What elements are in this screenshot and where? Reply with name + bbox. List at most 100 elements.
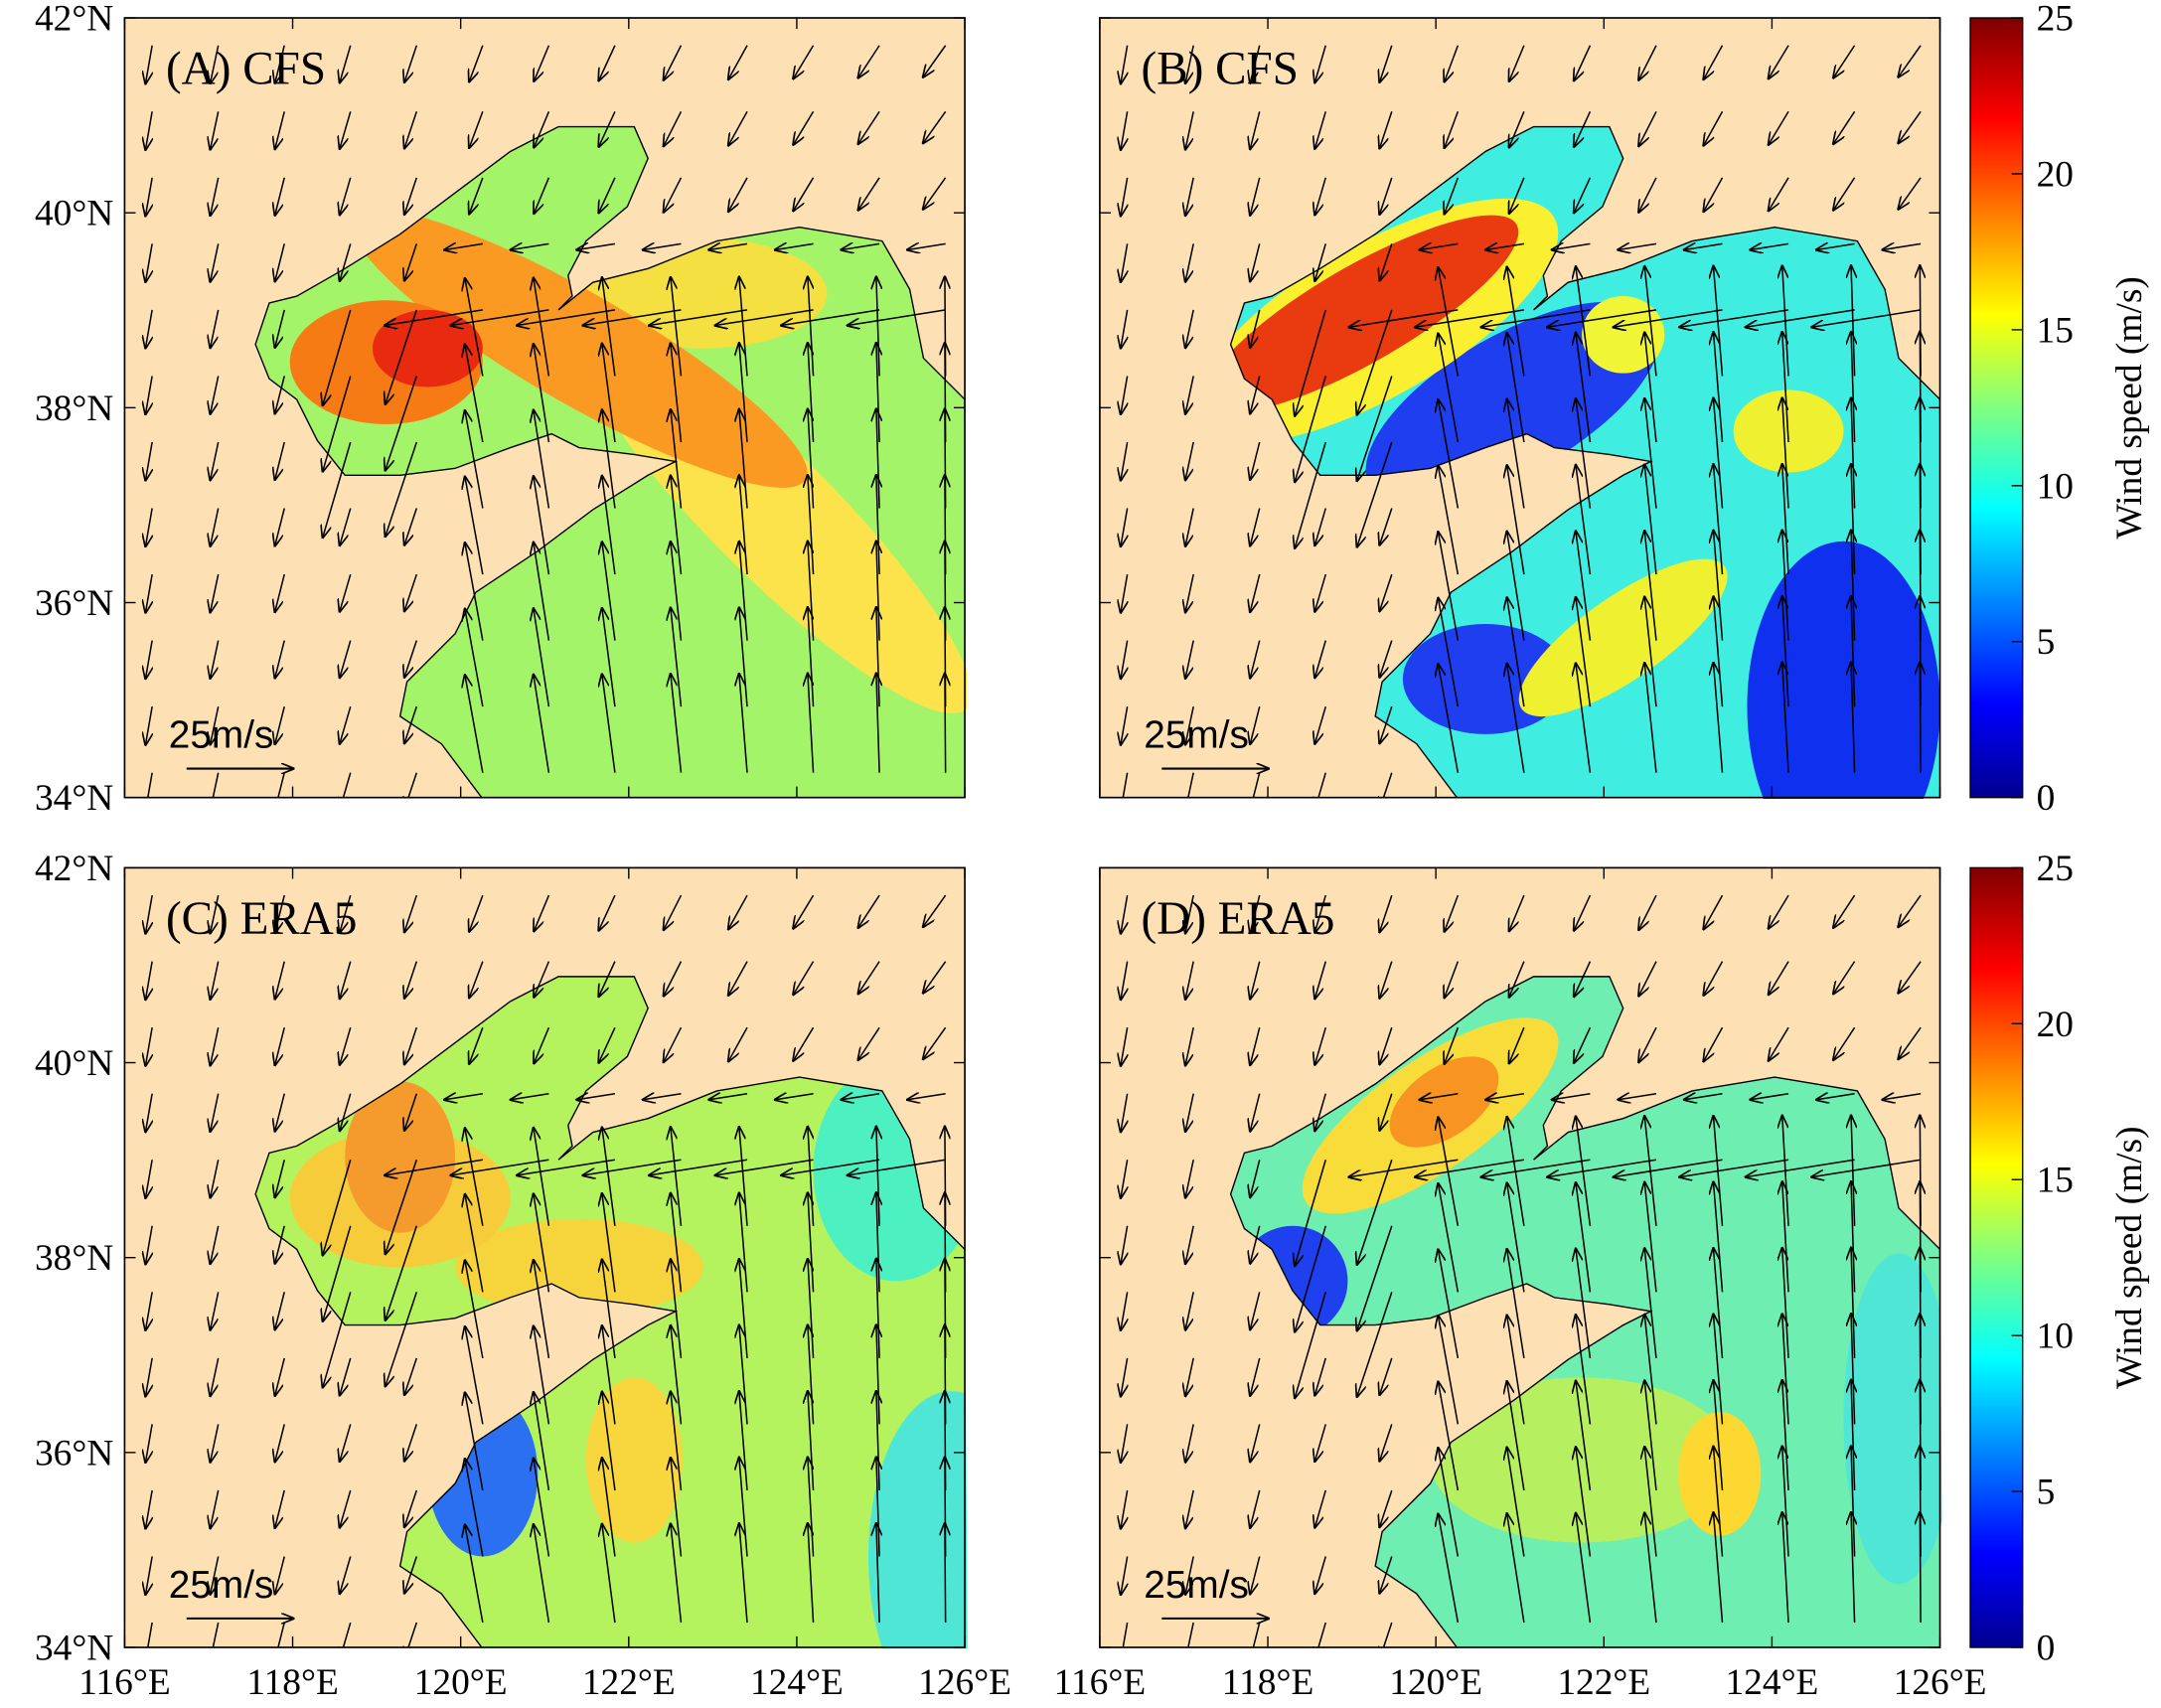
wind-arrow <box>1314 573 1326 611</box>
coastline <box>1229 976 1940 1648</box>
wind-arrow <box>1812 309 1922 327</box>
wind-arrow <box>671 1325 683 1425</box>
wind-arrow <box>1250 1357 1261 1396</box>
y-tick-label: 34°N <box>35 778 113 819</box>
wind-arrow <box>340 111 352 148</box>
wind-arrow <box>1438 598 1460 707</box>
wind-arrow <box>386 376 418 470</box>
wind-arrow <box>1314 1093 1326 1131</box>
wind-arrow <box>1576 532 1592 641</box>
wind-arrow <box>211 441 220 480</box>
wind-arrow <box>1899 894 1922 927</box>
wind-arrow <box>876 1523 879 1624</box>
panel-label: (A) CFS <box>166 44 326 95</box>
wind-arrow <box>1509 961 1525 998</box>
wind-arrow <box>1704 894 1724 929</box>
wind-arrow <box>323 376 352 471</box>
wind-arrow <box>775 1094 814 1100</box>
wind-arrow <box>211 961 220 1000</box>
wind-arrow <box>1638 110 1657 146</box>
wind-arrow <box>858 45 880 78</box>
wind-arrow <box>385 309 483 326</box>
x-tick-label: 124°E <box>1725 1662 1818 1703</box>
wind-arrow <box>465 1525 484 1624</box>
wind-arrow <box>1250 1225 1261 1264</box>
wind-arrow <box>739 608 748 707</box>
wind-arrow <box>671 277 683 377</box>
wind-arrow <box>275 573 285 612</box>
colorbar-tick-label: 25 <box>2037 0 2074 39</box>
wind-arrow <box>1574 1026 1592 1062</box>
wind-vectors <box>145 45 946 798</box>
scale-label: 25m/s <box>169 1564 274 1607</box>
wind-arrow <box>404 1489 418 1527</box>
wind-arrow <box>145 376 152 413</box>
wind-arrow <box>1121 243 1128 281</box>
wind-arrow <box>602 608 616 707</box>
wind-arrow <box>1314 1622 1326 1648</box>
wind-arrow <box>1746 1159 1855 1176</box>
wind-arrow <box>517 1159 616 1175</box>
wind-arrow <box>739 344 748 443</box>
wind-arrow <box>1121 573 1128 612</box>
wind-arrow <box>340 1489 352 1527</box>
wind-arrow <box>671 608 683 707</box>
wind-arrow <box>340 1556 352 1594</box>
wind-arrow <box>211 1556 220 1595</box>
speed-contour <box>1747 541 1940 800</box>
wind-arrow <box>1638 45 1657 80</box>
wind-arrow <box>1644 1381 1657 1491</box>
wind-arrow <box>1769 110 1789 144</box>
wind-arrow <box>275 1225 285 1264</box>
wind-arrow <box>1121 894 1128 933</box>
wind-arrow <box>211 376 220 413</box>
wind-arrow <box>739 1325 748 1425</box>
wind-arrow <box>842 243 880 249</box>
wind-arrow <box>848 1159 946 1175</box>
wind-arrow <box>1644 465 1657 575</box>
wind-arrow <box>808 1193 815 1293</box>
wind-arrow <box>1380 177 1393 215</box>
wind-arrow <box>923 961 947 994</box>
wind-arrow <box>649 1159 748 1175</box>
wind-arrow <box>534 675 550 773</box>
wind-arrow <box>1899 110 1922 143</box>
wind-arrow <box>1851 1380 1855 1490</box>
wind-arrow <box>1185 441 1194 480</box>
wind-vectors <box>145 894 947 1648</box>
wind-arrow <box>1644 398 1657 509</box>
wind-arrow <box>275 441 285 480</box>
wind-arrow <box>465 1393 484 1491</box>
wind-arrow <box>534 1260 550 1359</box>
wind-arrow <box>1576 399 1592 509</box>
wind-arrow <box>465 1129 484 1226</box>
wind-arrow <box>1295 441 1326 547</box>
wind-arrow <box>1574 110 1592 146</box>
wind-arrow <box>602 543 616 641</box>
wind-arrow <box>145 1556 152 1595</box>
wind-arrow <box>1619 1094 1657 1100</box>
wind-arrow <box>1185 45 1194 83</box>
wind-arrow <box>876 607 879 707</box>
wind-arrow <box>739 1259 748 1358</box>
wind-arrow <box>1899 45 1922 78</box>
wind-arrow <box>1816 1094 1855 1100</box>
wind-arrow <box>858 1026 880 1059</box>
wind-arrow <box>599 961 616 997</box>
wind-arrow <box>1552 1094 1591 1100</box>
wind-arrow <box>1250 1556 1261 1595</box>
wind-arrow <box>728 45 748 79</box>
wind-arrow <box>147 1622 153 1648</box>
wind-arrow <box>1380 111 1393 148</box>
wind-arrow <box>1507 598 1525 707</box>
wind-arrow <box>848 309 946 326</box>
wind-arrow <box>793 110 815 144</box>
wind-arrow <box>340 772 352 798</box>
wind-arrow <box>534 45 550 81</box>
wind-arrow <box>1438 1316 1460 1425</box>
wind-arrow <box>739 1193 748 1293</box>
wind-arrow <box>1314 111 1326 148</box>
x-tick-label: 122°E <box>1557 1662 1650 1703</box>
wind-arrow <box>1638 894 1657 930</box>
wind-arrow <box>808 1458 815 1557</box>
